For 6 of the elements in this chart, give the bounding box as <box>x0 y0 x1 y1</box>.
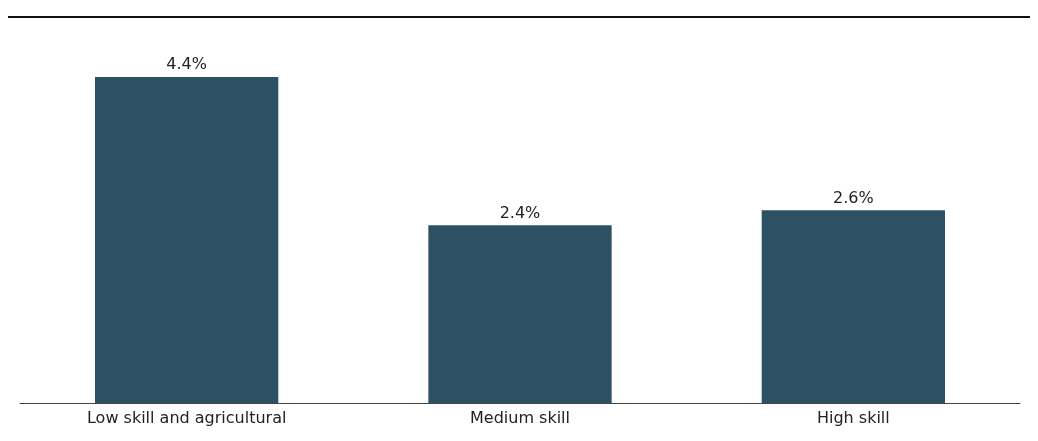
x-tick-label: Low skill and agricultural <box>86 407 287 427</box>
data-label: 4.4% <box>166 54 207 74</box>
data-label: 2.4% <box>499 202 541 222</box>
x-tick-label: High skill <box>816 407 890 427</box>
x-tick-label: Medium skill <box>470 407 570 427</box>
data-label: 2.6% <box>833 187 874 207</box>
